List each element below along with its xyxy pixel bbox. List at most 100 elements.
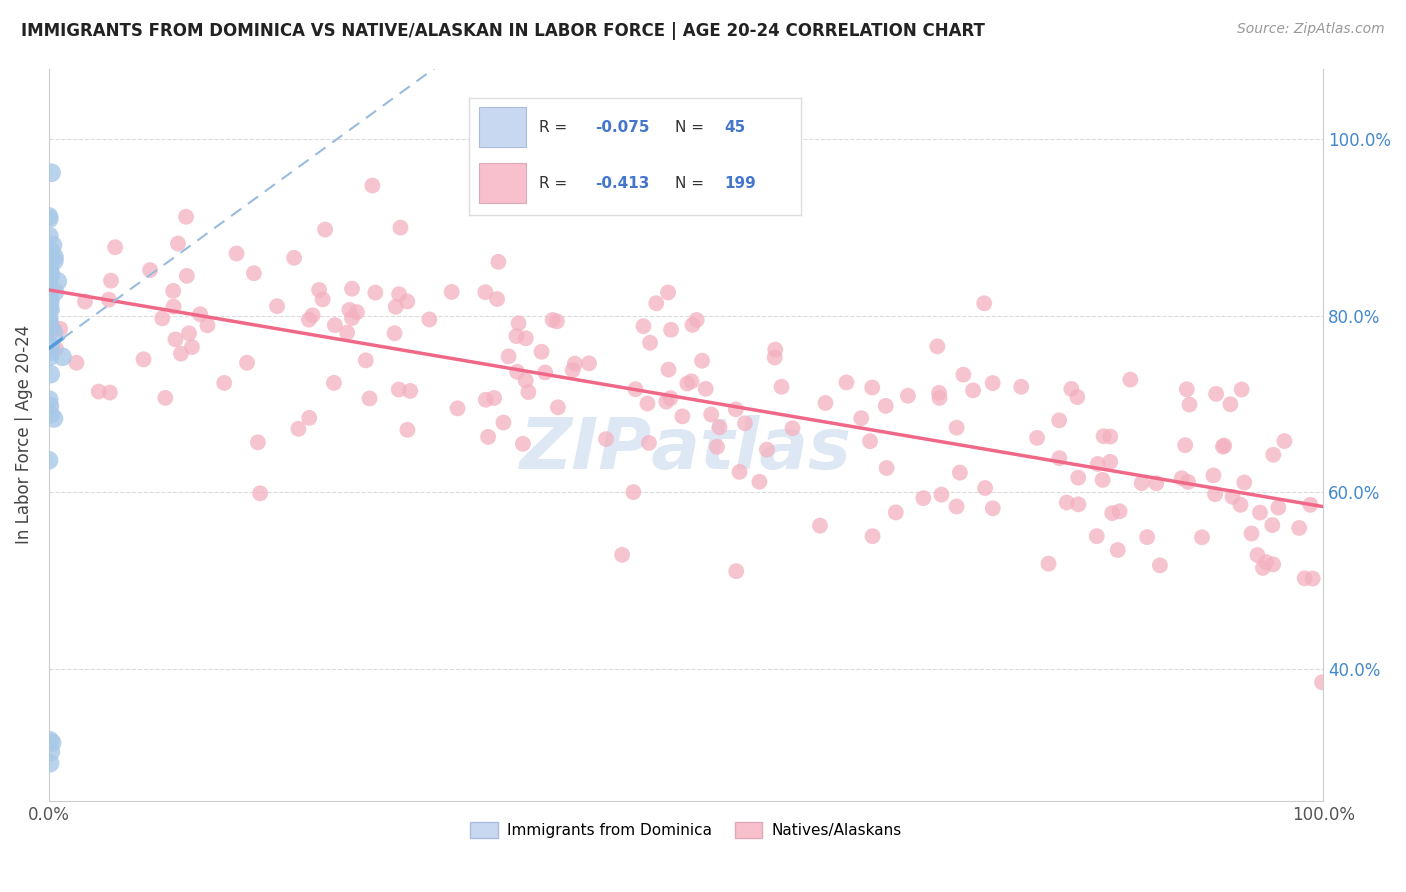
Point (1047, 451, 1070, 466)
Text: IMMIGRANTS FROM DOMINICA VS NATIVE/ALASKAN IN LABOR FORCE | AGE 20-24 CORRELATIO: IMMIGRANTS FROM DOMINICA VS NATIVE/ALASK… (21, 22, 986, 40)
Point (686, 313, 709, 327)
Point (512, 437, 534, 451)
Point (197, 318, 219, 333)
Point (38, 289, 60, 303)
Point (508, 316, 530, 330)
Point (884, 505, 907, 519)
Point (770, 380, 793, 394)
Point (1047, 413, 1070, 427)
Point (188, 307, 211, 321)
Point (38, 280, 60, 294)
Point (38, 261, 60, 276)
Point (364, 285, 387, 300)
Point (39, 367, 62, 381)
Point (323, 318, 346, 332)
Point (38, 312, 60, 326)
Point (725, 564, 748, 578)
Point (1087, 457, 1109, 471)
Point (1099, 455, 1122, 469)
Point (38, 344, 60, 359)
Point (139, 263, 162, 277)
Point (534, 366, 557, 380)
Point (98, 385, 121, 400)
Point (298, 312, 321, 326)
Point (477, 430, 499, 444)
Point (645, 296, 668, 310)
Point (1233, 475, 1256, 490)
Point (359, 392, 381, 406)
Point (38, 350, 60, 364)
Point (945, 500, 967, 514)
Point (610, 548, 633, 562)
Point (1149, 558, 1171, 573)
Point (1056, 495, 1078, 509)
Point (659, 391, 682, 405)
Point (38, 315, 60, 329)
Point (541, 313, 564, 327)
Point (287, 422, 309, 436)
Point (246, 435, 269, 450)
Point (1263, 448, 1285, 462)
Point (657, 285, 679, 300)
Point (633, 319, 655, 334)
Point (38, 392, 60, 407)
Point (38, 337, 60, 351)
Point (167, 236, 190, 251)
Point (1263, 558, 1285, 572)
Point (638, 335, 661, 350)
Point (547, 401, 569, 415)
Point (389, 220, 412, 235)
Point (681, 375, 703, 389)
Point (1175, 382, 1198, 396)
Point (399, 384, 422, 398)
Point (440, 285, 463, 299)
Point (38, 211, 60, 226)
Point (475, 392, 498, 407)
Point (44, 285, 66, 299)
Point (39, 408, 62, 422)
Text: ZIP​atlas: ZIP​atlas (520, 415, 852, 483)
Point (73, 294, 96, 309)
Point (418, 312, 440, 326)
Point (236, 356, 259, 370)
Point (1060, 382, 1083, 396)
Point (927, 339, 949, 353)
Point (39, 244, 62, 258)
Point (1294, 571, 1316, 585)
Point (311, 293, 333, 307)
Point (1249, 506, 1271, 520)
Point (876, 461, 898, 475)
Point (981, 376, 1004, 390)
Point (38, 210, 60, 224)
Point (1219, 397, 1241, 411)
Point (225, 246, 247, 260)
Y-axis label: In Labor Force | Age 20-24: In Labor Force | Age 20-24 (15, 325, 32, 544)
Point (546, 314, 568, 328)
Point (46, 274, 69, 288)
Point (1205, 387, 1227, 401)
Point (176, 268, 198, 283)
Point (249, 486, 271, 500)
Point (952, 368, 974, 382)
Point (931, 488, 953, 502)
Point (835, 376, 858, 390)
Point (446, 401, 468, 416)
Point (1085, 529, 1108, 543)
Point (862, 529, 884, 543)
Point (336, 326, 359, 340)
Point (486, 255, 509, 269)
Point (314, 222, 336, 236)
Point (474, 285, 496, 300)
Point (174, 210, 197, 224)
Point (51, 350, 73, 364)
Point (1038, 557, 1060, 571)
Point (928, 391, 950, 405)
Legend: Immigrants from Dominica, Natives/Alaskans: Immigrants from Dominica, Natives/Alaska… (464, 816, 908, 845)
Point (39, 320, 62, 334)
Point (695, 382, 717, 396)
Point (973, 296, 995, 310)
Point (39, 295, 62, 310)
Point (638, 436, 661, 450)
Point (724, 402, 747, 417)
Point (1174, 438, 1197, 452)
